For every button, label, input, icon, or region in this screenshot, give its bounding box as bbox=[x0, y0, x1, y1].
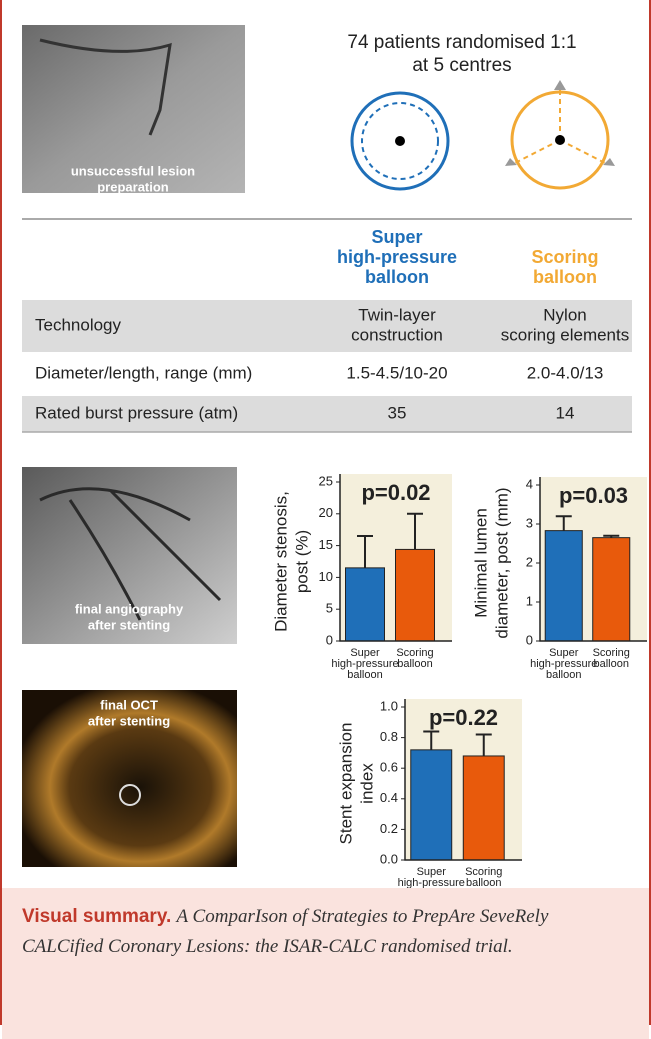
y-axis-label: diameter, post (mm) bbox=[492, 487, 511, 638]
y-tick-label: 1 bbox=[526, 593, 533, 608]
image-label: final angiography bbox=[75, 601, 184, 616]
y-tick-label: 4 bbox=[526, 476, 533, 491]
table-cell: Technology bbox=[35, 315, 122, 334]
bar bbox=[463, 756, 504, 860]
x-tick-label: high-pressure bbox=[398, 877, 465, 888]
image-label: final OCT bbox=[100, 697, 158, 712]
x-tick-label: balloon bbox=[397, 658, 432, 670]
table-cell: Nylon bbox=[543, 305, 586, 324]
p-value: p=0.22 bbox=[429, 705, 498, 730]
x-tick-label: balloon bbox=[347, 669, 382, 681]
wire-dot bbox=[555, 135, 565, 145]
y-tick-label: 0 bbox=[326, 632, 333, 647]
bar bbox=[396, 549, 435, 641]
y-tick-label: 5 bbox=[326, 601, 333, 616]
image-label: after stenting bbox=[88, 617, 170, 632]
table-cell: Rated burst pressure (atm) bbox=[35, 403, 238, 422]
y-tick-label: 2 bbox=[526, 554, 533, 569]
column-header: Super bbox=[371, 227, 422, 247]
y-axis-label: Minimal lumen bbox=[471, 508, 490, 618]
bar bbox=[411, 750, 452, 860]
x-tick-label: balloon bbox=[594, 658, 629, 670]
y-axis-label: post (%) bbox=[292, 530, 311, 593]
x-tick-label: balloon bbox=[466, 877, 501, 888]
column-header: balloon bbox=[365, 267, 429, 287]
table-cell: 14 bbox=[556, 403, 575, 422]
y-tick-label: 0.4 bbox=[380, 790, 398, 805]
y-tick-label: 10 bbox=[319, 569, 333, 584]
table-cell: 2.0-4.0/13 bbox=[527, 363, 604, 382]
column-header: high-pressure bbox=[337, 247, 457, 267]
x-tick-label: balloon bbox=[546, 669, 581, 681]
table-cell: Twin-layer bbox=[358, 305, 436, 324]
y-tick-label: 15 bbox=[319, 537, 333, 552]
column-header: balloon bbox=[533, 267, 597, 287]
caption: Visual summary. A ComparIson of Strategi… bbox=[2, 888, 649, 1039]
y-tick-label: 20 bbox=[319, 505, 333, 520]
table-cell: 1.5-4.5/10-20 bbox=[346, 363, 447, 382]
y-tick-label: 3 bbox=[526, 515, 533, 530]
y-tick-label: 0.2 bbox=[380, 821, 398, 836]
table-cell: construction bbox=[351, 325, 443, 344]
scoring-elements bbox=[515, 90, 605, 163]
p-value: p=0.02 bbox=[361, 480, 430, 505]
image-label: preparation bbox=[97, 179, 169, 194]
y-tick-label: 0.6 bbox=[380, 760, 398, 775]
wire-dot bbox=[395, 136, 405, 146]
y-tick-label: 0.0 bbox=[380, 851, 398, 866]
image-label: after stenting bbox=[88, 713, 170, 728]
y-tick-label: 25 bbox=[319, 473, 333, 488]
study-text: at 5 centres bbox=[412, 55, 511, 76]
y-axis-label: Diameter stenosis, bbox=[271, 491, 290, 632]
table-cell: scoring elements bbox=[501, 325, 630, 344]
p-value: p=0.03 bbox=[559, 483, 628, 508]
y-axis-label: Stent expansion bbox=[336, 723, 355, 845]
bar bbox=[346, 568, 385, 641]
study-text: 74 patients randomised 1:1 bbox=[347, 32, 576, 53]
y-tick-label: 1.0 bbox=[380, 698, 398, 713]
column-header: Scoring bbox=[531, 247, 598, 267]
table-cell: Diameter/length, range (mm) bbox=[35, 363, 252, 382]
summary-figure: 74 patients randomised 1:1at 5 centres un… bbox=[0, 0, 651, 888]
y-tick-label: 0.8 bbox=[380, 729, 398, 744]
y-tick-label: 0 bbox=[526, 632, 533, 647]
image-label: unsuccessful lesion bbox=[71, 163, 195, 178]
y-axis-label: index bbox=[357, 763, 376, 804]
bar bbox=[545, 531, 582, 641]
table-cell: 35 bbox=[388, 403, 407, 422]
caption-label: Visual summary. bbox=[22, 906, 171, 927]
bar bbox=[593, 538, 630, 641]
